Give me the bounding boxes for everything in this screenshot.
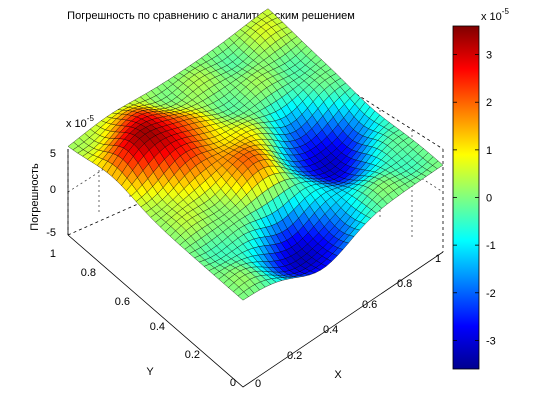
z-tick-label: 5 (50, 148, 56, 160)
colorbar: x 10-5 3 2 1 0 -1 -2 -3 (452, 7, 509, 370)
x-axis: 0 0.2 0.4 0.6 0.8 1 X (255, 253, 441, 390)
x-tick-label: 0 (255, 378, 261, 390)
colorbar-tick-label: 2 (486, 97, 492, 109)
colorbar-tick-label: 3 (486, 50, 492, 62)
x-axis-label: X (334, 369, 342, 381)
y-tick-label: 0.2 (185, 349, 200, 361)
colorbar-multiplier: x 10-5 (481, 7, 509, 23)
chart-title: Погрешность по сравнению с аналитическим… (67, 10, 355, 22)
colorbar-tick-label: 1 (486, 145, 492, 157)
y-tick-label: 0.8 (81, 267, 96, 279)
y-tick-label: 0.6 (115, 296, 130, 308)
z-multiplier: x 10-5 (66, 114, 94, 130)
surface-patch (432, 160, 444, 170)
y-tick-label: 0 (230, 377, 236, 389)
x-tick-label: 0.8 (397, 278, 412, 290)
colorbar-gradient (452, 25, 480, 370)
y-axis-label: Y (146, 366, 154, 378)
x-tick-label: 0.4 (323, 324, 338, 336)
y-axis: 1 0.8 0.6 0.4 0.2 0 Y (50, 248, 236, 389)
y-tick-label: 1 (50, 248, 56, 260)
surface-plot (67, 8, 444, 301)
z-axis-label: Погрешность (29, 163, 41, 231)
z-tick-label: 0 (50, 184, 56, 196)
colorbar-tick-label: -1 (486, 240, 496, 252)
z-tick-label: -5 (46, 227, 56, 239)
colorbar-tick-label: -3 (486, 335, 496, 347)
x-tick-label: 0.6 (362, 299, 377, 311)
colorbar-ticks: 3 2 1 0 -1 -2 -3 (453, 50, 496, 347)
x-tick-label: 1 (435, 253, 441, 265)
colorbar-tick-label: 0 (486, 193, 492, 205)
x-tick-label: 0.2 (287, 350, 302, 362)
front-edges (67, 234, 444, 388)
colorbar-tick-label: -2 (486, 288, 496, 300)
z-axis: 5 0 -5 x 10-5 Погрешность (29, 114, 94, 239)
y-tick-label: 0.4 (150, 321, 165, 333)
